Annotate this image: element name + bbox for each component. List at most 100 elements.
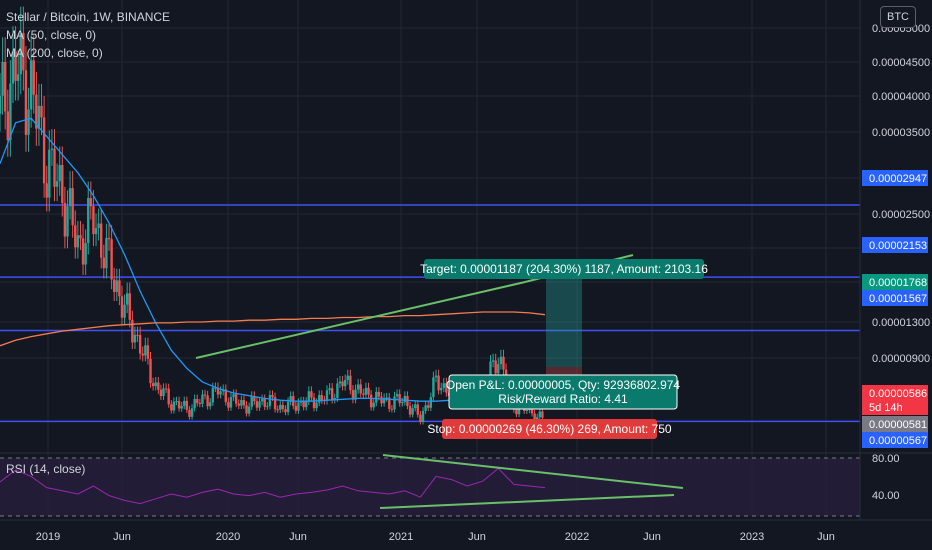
candle	[224, 389, 227, 402]
candle	[310, 391, 313, 398]
candle	[318, 395, 321, 403]
candle	[382, 397, 386, 404]
candle	[320, 395, 324, 401]
candle	[434, 375, 438, 378]
candle	[14, 51, 17, 81]
currency-button[interactable]: BTC	[880, 6, 916, 28]
candle	[19, 33, 22, 75]
candle	[294, 405, 298, 411]
candle	[29, 60, 33, 110]
candle	[255, 401, 259, 408]
candle	[372, 402, 375, 408]
candle	[502, 356, 505, 370]
candle	[491, 360, 495, 362]
trendline-main	[195, 281, 526, 359]
time-tick: Jun	[113, 531, 131, 543]
candle	[32, 60, 35, 95]
candle	[237, 403, 240, 406]
candle	[242, 400, 246, 406]
candle	[263, 398, 266, 407]
candle	[40, 105, 43, 118]
candle	[115, 280, 118, 292]
candle	[442, 383, 445, 388]
candle	[97, 223, 100, 229]
candle	[232, 394, 235, 398]
rsi-legend[interactable]: RSI (14, close)	[6, 462, 86, 476]
candle	[11, 51, 15, 84]
candle	[35, 94, 38, 129]
candle	[167, 388, 170, 405]
time-tick: 2022	[565, 531, 589, 543]
candle	[240, 400, 243, 406]
candle	[188, 409, 191, 417]
candle	[305, 401, 308, 408]
candle	[149, 358, 152, 384]
candle	[125, 293, 129, 305]
candle	[123, 304, 126, 318]
candle	[162, 388, 165, 396]
candle	[408, 405, 412, 415]
candle	[497, 364, 500, 374]
candle	[107, 237, 111, 240]
candle	[92, 206, 95, 235]
price-label-box	[862, 237, 928, 253]
candle	[61, 165, 64, 204]
candle	[427, 405, 430, 408]
candle	[336, 383, 339, 399]
candle	[214, 387, 217, 389]
candle	[177, 401, 181, 409]
candle	[79, 235, 82, 239]
ma200-legend[interactable]: MA (200, close, 0)	[6, 46, 103, 60]
candle	[45, 183, 48, 198]
candle	[247, 406, 251, 414]
candle	[424, 405, 427, 411]
candle	[276, 409, 279, 411]
candle	[0, 95, 2, 114]
candle	[419, 414, 422, 422]
candle	[81, 238, 85, 265]
candle	[362, 393, 365, 395]
candle	[416, 404, 420, 415]
candle	[343, 380, 347, 387]
candle	[439, 387, 443, 391]
price-label: 0.00002947	[869, 173, 927, 185]
candle	[141, 353, 144, 356]
profit-zone	[546, 264, 582, 367]
candle	[489, 361, 492, 382]
candle	[159, 389, 163, 396]
candle	[37, 105, 41, 129]
candle	[112, 279, 116, 292]
ma50-legend[interactable]: MA (50, close, 0)	[6, 28, 97, 42]
time-tick: 2023	[740, 531, 764, 543]
candle	[206, 395, 209, 407]
candle	[89, 198, 93, 207]
rsi-tick: 80.00	[872, 453, 900, 465]
candle	[227, 401, 230, 408]
candle	[3, 61, 7, 112]
candle	[133, 334, 137, 343]
candle	[48, 149, 51, 198]
candle	[136, 334, 139, 336]
candle	[375, 391, 378, 403]
candle	[198, 403, 202, 405]
time-tick: 2020	[216, 531, 240, 543]
candle	[312, 397, 316, 409]
candle	[53, 148, 56, 187]
candle	[16, 74, 20, 81]
candle	[245, 405, 248, 414]
risk-reward-label: Risk/Reward Ratio: 4.41	[498, 392, 628, 406]
candle	[185, 400, 189, 410]
time-tick: Jun	[643, 531, 661, 543]
candle	[268, 395, 272, 407]
candle	[325, 390, 329, 401]
candle	[401, 401, 404, 404]
candle	[6, 111, 9, 141]
candle	[403, 395, 407, 402]
candle	[201, 394, 204, 404]
price-label: 0.00000567	[869, 435, 927, 447]
price-tick: 0.00003500	[872, 127, 930, 139]
candle	[388, 397, 391, 409]
candle	[216, 387, 220, 395]
price-label-box	[862, 170, 928, 186]
